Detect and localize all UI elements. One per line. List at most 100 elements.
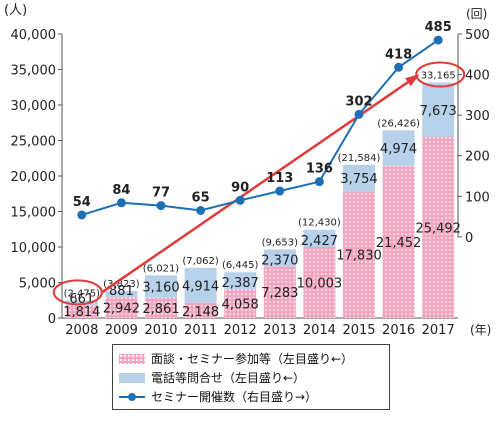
growth-arrow-line xyxy=(101,75,417,294)
total-highlight-ellipse xyxy=(415,61,466,88)
bar-label-consult: 21,452 xyxy=(376,236,422,251)
y-left-tick-label: 25,000 xyxy=(11,135,57,150)
total-label: (9,653) xyxy=(262,237,299,248)
bar-label-consult: 7,283 xyxy=(261,286,298,301)
seminar-label: 77 xyxy=(152,186,170,201)
bar-phone xyxy=(303,229,336,247)
bar-label-consult: 2,861 xyxy=(142,302,179,317)
y-left-unit: (人) xyxy=(4,3,27,18)
bar-phone xyxy=(224,272,257,290)
bar-label-consult: 1,814 xyxy=(63,305,100,320)
bar-label-consult: 25,492 xyxy=(415,222,461,237)
x-unit: (年) xyxy=(470,323,491,337)
total-label: (7,062) xyxy=(182,256,219,267)
seminar-label: 136 xyxy=(306,162,333,177)
x-tick-label: 2009 xyxy=(105,323,138,338)
bar-label-consult: 2,148 xyxy=(182,305,219,320)
seminar-label: 84 xyxy=(112,183,130,198)
bar-phone xyxy=(65,300,98,306)
seminar-label: 302 xyxy=(345,94,372,109)
seminar-point xyxy=(314,177,324,187)
seminar-label: 65 xyxy=(192,190,210,205)
seminar-point xyxy=(433,35,443,45)
seminar-point xyxy=(354,109,364,119)
seminar-point xyxy=(394,62,404,72)
seminar-point xyxy=(77,210,87,220)
seminar-point xyxy=(156,201,166,211)
x-tick-label: 2013 xyxy=(263,323,296,338)
legend: 面談・セミナー参加等（左目盛り←） 電話等問合せ（左目盛り←） セミナー開催数（… xyxy=(112,344,390,410)
x-tick-label: 2015 xyxy=(342,323,375,338)
y-left-tick-label: 0 xyxy=(48,312,56,327)
bar-phone xyxy=(343,164,375,192)
total-label: (3,823) xyxy=(103,279,140,290)
y-right-tick-label: 400 xyxy=(465,69,490,84)
x-tick-label: 2010 xyxy=(144,323,177,338)
legend-swatch-consult xyxy=(119,353,145,364)
legend-label-phone: 電話等問合せ（左目盛り←） xyxy=(151,371,306,385)
bar-label-phone: 3,754 xyxy=(340,172,377,187)
x-tick-label: 2014 xyxy=(303,323,336,338)
bar-consult xyxy=(184,302,217,318)
bar-label-phone: 881 xyxy=(109,284,134,299)
y-left-tick-label: 35,000 xyxy=(11,64,57,79)
growth-arrow-head xyxy=(405,74,420,87)
bar-phone xyxy=(422,82,455,138)
total-label: 33,165 xyxy=(421,71,456,82)
bar-label-consult: 17,830 xyxy=(336,249,382,264)
bar-consult xyxy=(263,266,296,318)
legend-swatch-seminar xyxy=(119,392,145,402)
y-left-tick-label: 10,000 xyxy=(11,241,57,256)
bar-phone xyxy=(184,267,217,303)
legend-item-consult: 面談・セミナー参加等（左目盛り←） xyxy=(119,349,383,368)
total-label: (26,426) xyxy=(377,118,420,129)
bar-label-phone: 2,427 xyxy=(301,234,338,249)
legend-swatch-phone xyxy=(119,372,145,383)
bar-consult xyxy=(145,297,177,318)
total-label: (6,445) xyxy=(222,260,259,271)
seminar-label: 113 xyxy=(266,171,293,186)
legend-item-seminar: セミナー開催数（右目盛り→） xyxy=(119,387,383,406)
bar-label-phone: 4,914 xyxy=(182,279,219,294)
total-label: (12,430) xyxy=(298,218,341,229)
seminar-label: 485 xyxy=(425,20,452,35)
x-tick-label: 2008 xyxy=(65,323,98,338)
y-right-tick-label: 500 xyxy=(465,28,490,43)
seminar-point xyxy=(196,205,206,215)
bar-consult xyxy=(65,305,98,318)
y-right-tick-label: 0 xyxy=(465,231,473,246)
y-right-tick-label: 200 xyxy=(465,150,490,165)
bar-phone xyxy=(382,130,415,166)
bar-phone xyxy=(263,249,296,267)
bar-label-phone: 4,974 xyxy=(380,142,417,157)
seminar-label: 54 xyxy=(73,195,91,210)
y-right-tick-label: 300 xyxy=(465,109,490,124)
y-left-tick-label: 20,000 xyxy=(11,170,57,185)
chart-plot: (人) (回) 0 5,000 10,000 15,000 20,000 25,000 30,0… xyxy=(4,3,491,338)
x-tick-label: 2016 xyxy=(382,323,415,338)
seminar-line xyxy=(81,39,439,216)
legend-label-consult: 面談・セミナー参加等（左目盛り←） xyxy=(151,352,354,366)
x-tick-label: 2012 xyxy=(224,323,257,338)
bar-consult xyxy=(105,297,138,318)
bar-label-phone: 2,370 xyxy=(261,253,298,268)
bar-consult xyxy=(303,246,336,318)
x-tick-label: 2011 xyxy=(184,323,217,338)
total-label: (21,584) xyxy=(338,153,381,164)
seminar-point xyxy=(116,198,126,208)
legend-label-seminar: セミナー開催数（右目盛り→） xyxy=(151,390,318,404)
bar-label-phone: 7,673 xyxy=(420,104,457,119)
y-left-tick-label: 15,000 xyxy=(11,206,57,221)
seminar-point xyxy=(275,186,285,196)
bar-consult xyxy=(343,191,375,318)
total-label: (6,021) xyxy=(143,263,180,274)
bar-label-consult: 2,942 xyxy=(103,302,140,317)
bar-label-phone: 3,160 xyxy=(142,280,179,295)
total-label: (2,475) xyxy=(64,288,101,299)
x-tick-label: 2017 xyxy=(422,323,455,338)
seminar-point xyxy=(235,195,245,205)
bar-consult xyxy=(382,165,415,318)
seminar-label: 90 xyxy=(231,180,249,195)
bar-consult xyxy=(422,137,455,318)
bar-label-consult: 4,058 xyxy=(222,298,259,313)
